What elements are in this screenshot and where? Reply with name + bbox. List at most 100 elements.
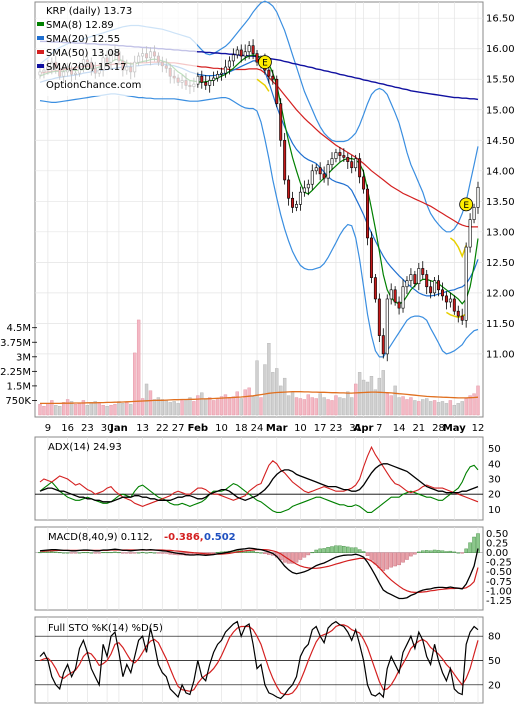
volume-bar [58,406,62,416]
date-tick-label: 16 [61,423,74,434]
stochastic-tick-label: 80 [488,632,501,643]
macd-histogram-bar [349,547,354,553]
volume-bar [448,400,453,416]
price-tick-label: 14.00 [486,166,515,177]
candle-body [330,158,334,165]
candle-body [255,53,259,63]
candle-body [472,207,476,220]
price-panel: EE 16.5016.0015.5015.0014.5014.0013.5013… [0,0,515,434]
candle-body [275,78,279,104]
date-tick-label: 30 [101,423,114,434]
candle-body [318,167,322,175]
macd-histogram-bar [69,552,74,554]
yellow-segment [256,78,270,92]
volume-bar [428,401,433,416]
candle-body [212,77,216,81]
candle-body [476,186,480,208]
macd-histogram-bar [405,552,409,560]
candle-body [456,310,460,317]
volume-bar [50,400,54,416]
macd-histogram-bar [140,552,145,554]
macd-histogram-bar [136,552,141,554]
macd-histogram-bar [464,548,468,553]
price-tick-label: 16.50 [486,14,515,25]
macd-histogram-bar [460,552,464,554]
volume-bar [85,405,90,416]
volume-bar [275,368,279,416]
volume-bar [314,398,318,416]
adx-tick-label: 50 [488,444,501,455]
volume-bar [357,372,362,416]
volume-bar [54,405,58,416]
candle-body [251,45,255,54]
date-tick-label: 31 [349,423,362,434]
stochastic-panel-frame [34,616,484,704]
macd-histogram-bar [452,551,457,553]
stochastic-axis-ticks: 80 50 20 [488,632,501,692]
macd-histogram-bar [117,552,121,554]
candle-body [338,152,342,156]
date-tick-label: 17 [314,423,327,434]
volume-bar [227,397,232,416]
macd-histogram-bar [377,552,382,569]
volume-bar [125,402,129,416]
date-tick-label: May [443,423,466,434]
macd-axis-ticks: 0.500.250.00-0.25-0.50-0.75-1.00-1.25 [486,529,512,607]
date-tick-label: 22 [156,423,169,434]
candle-body [204,81,208,86]
candle-body [310,170,314,185]
macd-histogram-bar [468,542,472,553]
candle-body [295,204,298,208]
macd-histogram-bar [306,552,311,556]
date-tick-label: Apr [354,423,374,434]
volume-bar [318,393,322,416]
volume-bar [105,406,109,416]
volume-bar [460,401,464,416]
volume-bar [168,402,172,416]
candle-body [291,197,295,208]
volume-bar [121,403,125,416]
volume-bar [432,400,437,416]
price-tick-label: 12.50 [486,258,515,269]
candle-body [377,298,381,336]
volume-bar [397,397,401,416]
macd-histogram-bar [85,552,90,554]
macd-histogram-bar [373,552,378,565]
macd-histogram-bar [263,552,267,555]
volume-bar [77,403,82,416]
candle-body [271,75,275,80]
volume-bar [413,400,417,416]
candle-body [385,298,389,355]
candle-body [208,80,212,86]
macd-histogram-bar [259,552,263,554]
volume-tick-label: 1.5M [6,381,31,392]
candle-body [279,103,283,141]
price-tick-label: 15.50 [486,75,515,86]
candle-body [239,49,243,57]
volume-bar [113,404,117,416]
legend-sma50-swatch [37,50,44,54]
macd-histogram-bar [54,551,58,553]
volume-tick-label: 750K [5,396,31,407]
price-tick-label: 13.00 [486,227,515,238]
macd-histogram-bar [389,552,393,568]
macd-histogram-bar [420,550,425,553]
date-tick-label: 13 [136,423,149,434]
minus-di-line [39,445,479,507]
volume-bar [215,399,220,416]
volume-bar [156,397,161,416]
date-tick-label: 10 [294,423,307,434]
volume-bar [46,403,50,416]
volume-bar [184,399,188,416]
legend-sma200-swatch [37,64,44,68]
candle-body [358,158,362,178]
volume-bar [286,395,291,416]
macd-histogram-bar [215,552,220,554]
legend-sma8: SMA(8) 12.89 [46,20,114,31]
candle-body [342,155,346,158]
macd-histogram-bar [417,551,421,553]
volume-bar [117,401,121,416]
macd-histogram-bar [294,552,299,563]
plus-di-line [39,464,479,513]
macd-histogram-bar [342,545,346,553]
